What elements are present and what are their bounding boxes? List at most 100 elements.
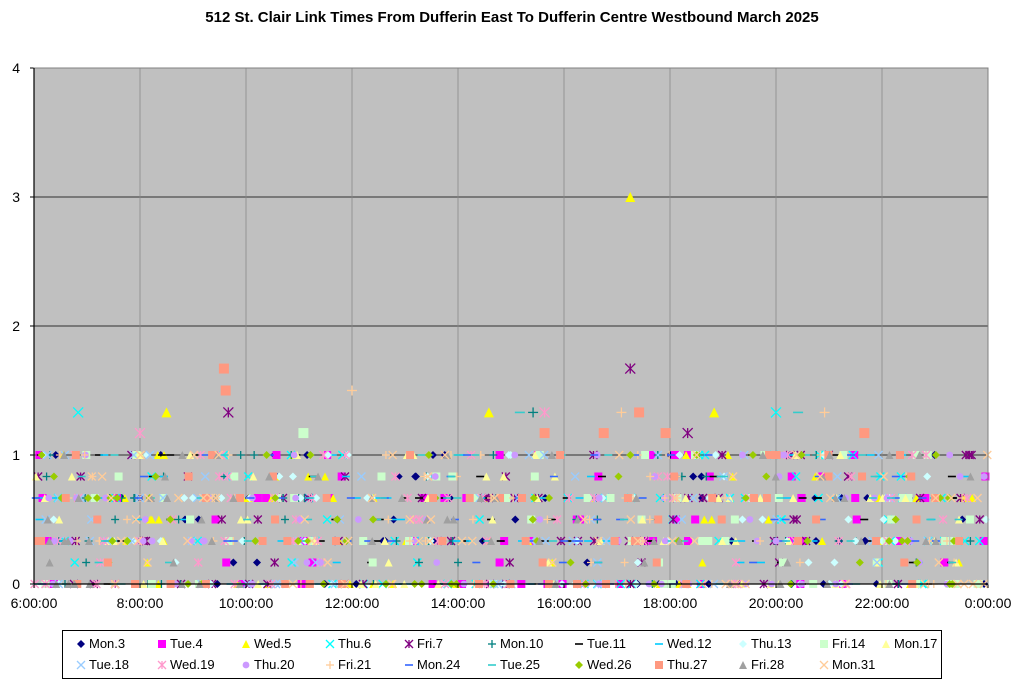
data-point	[476, 493, 485, 502]
data-point	[289, 558, 299, 567]
data-point	[368, 537, 377, 546]
data-point	[144, 493, 153, 503]
data-point	[901, 493, 910, 502]
data-point	[517, 493, 526, 502]
data-point	[912, 451, 921, 459]
data-point	[818, 472, 827, 481]
data-point	[931, 451, 940, 459]
data-point	[230, 472, 239, 481]
data-point	[426, 515, 436, 524]
data-point	[275, 472, 284, 481]
data-point	[728, 472, 738, 481]
y-tick-label: 3	[12, 189, 20, 205]
data-point	[596, 537, 605, 546]
data-point	[634, 407, 645, 418]
data-point	[934, 558, 944, 567]
data-point	[359, 537, 368, 546]
data-point	[714, 493, 723, 502]
data-point	[134, 427, 146, 439]
data-point	[966, 472, 975, 481]
legend-marker-icon	[575, 661, 583, 669]
legend-label: Mon.31	[832, 657, 876, 672]
data-point	[347, 385, 357, 396]
data-point	[314, 472, 323, 481]
data-point	[652, 558, 661, 567]
data-point	[158, 537, 167, 546]
data-point	[433, 559, 441, 566]
data-point	[815, 472, 825, 481]
data-point	[966, 537, 975, 546]
data-point	[787, 472, 796, 481]
data-point	[979, 537, 988, 546]
data-point	[67, 472, 76, 481]
chart-canvas: 0 1 2 3 4 6:00:00 8:00:00 10:00:00 12:00:00 14:00…	[11, 60, 1012, 611]
data-point	[891, 515, 900, 524]
data-point	[585, 515, 594, 524]
legend-label: Fri.7	[417, 636, 443, 651]
data-point	[85, 537, 94, 546]
data-point	[405, 515, 415, 524]
data-point	[614, 450, 624, 460]
data-point	[646, 472, 655, 481]
data-point	[907, 472, 916, 481]
data-point	[303, 559, 311, 566]
data-point	[938, 515, 948, 524]
data-point	[825, 451, 834, 459]
data-point	[723, 451, 732, 459]
data-point	[625, 192, 636, 202]
data-point	[958, 493, 967, 502]
data-point	[131, 515, 141, 524]
data-point	[161, 407, 172, 418]
data-point	[725, 493, 734, 502]
legend-marker-icon	[76, 660, 86, 670]
data-point	[397, 493, 406, 502]
legend-marker	[819, 660, 829, 670]
data-point	[689, 472, 698, 481]
data-point	[342, 537, 351, 546]
data-point	[207, 537, 216, 546]
data-point	[573, 515, 582, 524]
data-point	[535, 537, 544, 546]
data-point	[973, 493, 982, 503]
data-point	[70, 558, 80, 567]
data-point	[178, 451, 187, 459]
data-point	[944, 493, 953, 502]
data-point	[689, 536, 699, 546]
legend-label: Wed.26	[587, 657, 632, 672]
data-point	[640, 558, 649, 567]
data-point	[198, 493, 208, 503]
data-point	[633, 558, 642, 567]
data-point	[746, 516, 754, 523]
data-point	[524, 450, 534, 460]
legend-marker	[655, 661, 663, 669]
data-point	[946, 493, 956, 503]
data-point	[218, 363, 229, 374]
data-point	[538, 558, 547, 567]
data-point	[566, 558, 575, 567]
data-point	[616, 407, 627, 418]
data-point	[623, 493, 632, 502]
data-point	[907, 450, 917, 460]
legend-marker	[157, 660, 167, 670]
data-point	[980, 473, 988, 480]
data-point	[684, 451, 693, 459]
x-tick-label: 0:00:00	[965, 595, 1012, 611]
data-point	[71, 451, 80, 459]
data-point	[778, 558, 787, 567]
legend-marker	[77, 640, 85, 648]
data-point	[758, 515, 767, 524]
data-point	[154, 515, 163, 524]
data-point	[923, 451, 932, 459]
data-point	[60, 537, 69, 546]
legend-marker	[242, 640, 250, 648]
data-point	[82, 558, 91, 567]
data-point	[341, 450, 350, 460]
data-point	[449, 515, 458, 524]
data-point	[139, 537, 147, 545]
data-point	[217, 515, 227, 524]
data-point	[903, 537, 912, 546]
data-point	[61, 493, 70, 502]
data-point	[857, 537, 866, 546]
x-tick-label: 6:00:00	[11, 595, 58, 611]
legend-marker-icon	[655, 661, 663, 669]
